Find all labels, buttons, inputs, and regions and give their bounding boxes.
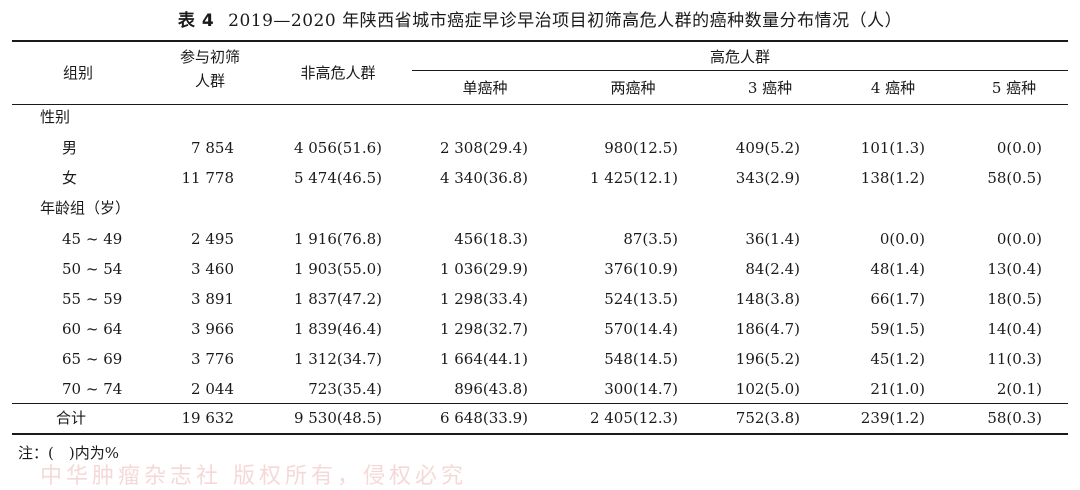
- total-top-rule: [12, 403, 1068, 404]
- table-cell: 1 425(12.1): [589, 169, 678, 187]
- bottom-rule: [12, 433, 1068, 435]
- table-cell: 102(5.0): [735, 380, 800, 398]
- table-cell: 456(18.3): [454, 230, 528, 248]
- section-age: 年龄组（岁）: [40, 199, 131, 217]
- table-cell: 4 340(36.8): [439, 169, 528, 187]
- header-four-cancers: 4 癌种: [870, 79, 916, 97]
- table-cell: 48(1.4): [870, 260, 925, 278]
- header-two-cancers: 两癌种: [610, 79, 656, 97]
- table-number: 表 4: [177, 11, 215, 31]
- table-cell: 45(1.2): [870, 350, 925, 368]
- table-cell: 239(1.2): [860, 409, 925, 427]
- table-cell: 1 298(32.7): [439, 320, 528, 338]
- row-label: 45 ~ 49: [62, 230, 123, 248]
- header-participants-line2: 人群: [194, 72, 226, 90]
- table-cell: 1 839(46.4): [293, 320, 382, 338]
- row-label: 70 ~ 74: [62, 380, 123, 398]
- table-cell: 1 312(34.7): [293, 350, 382, 368]
- header-high-risk: 高危人群: [709, 48, 771, 66]
- table-cell: 1 298(33.4): [439, 290, 528, 308]
- row-label: 55 ~ 59: [62, 290, 123, 308]
- table-cell: 21(1.0): [870, 380, 925, 398]
- table-cell: 5 474(46.5): [293, 169, 382, 187]
- table-cell: 548(14.5): [604, 350, 678, 368]
- table-cell: 752(3.8): [735, 409, 800, 427]
- row-label: 合计: [56, 409, 87, 427]
- table-cell: 196(5.2): [735, 350, 800, 368]
- table-cell: 18(0.5): [987, 290, 1042, 308]
- row-label: 60 ~ 64: [62, 320, 123, 338]
- table-cell: 2 044: [191, 380, 234, 398]
- table-cell: 101(1.3): [860, 139, 925, 157]
- table-cell: 36(1.4): [745, 230, 800, 248]
- header-three-cancers: 3 癌种: [747, 79, 793, 97]
- header-group: 组别: [62, 64, 94, 82]
- header-five-cancers: 5 癌种: [991, 79, 1037, 97]
- table-cell: 3 891: [191, 290, 234, 308]
- table-title: 表 4 2019—2020 年陕西省城市癌症早诊早治项目初筛高危人群的癌种数量分布…: [0, 6, 1080, 31]
- table-note: 注：( )内为%: [18, 444, 119, 462]
- row-label: 女: [62, 169, 78, 187]
- table-cell: 9 530(48.5): [293, 409, 382, 427]
- row-label: 65 ~ 69: [62, 350, 123, 368]
- table-cell: 6 648(33.9): [439, 409, 528, 427]
- table-cell: 2 495: [191, 230, 234, 248]
- table-cell: 7 854: [191, 139, 234, 157]
- table-cell: 58(0.3): [987, 409, 1042, 427]
- table-cell: 343(2.9): [735, 169, 800, 187]
- high-risk-span-rule: [412, 70, 1068, 71]
- table-cell: 2(0.1): [996, 380, 1042, 398]
- table-cell: 4 056(51.6): [293, 139, 382, 157]
- table-cell: 11(0.3): [987, 350, 1042, 368]
- table-cell: 3 460: [191, 260, 234, 278]
- row-label: 男: [62, 139, 78, 157]
- table-caption: 2019—2020 年陕西省城市癌症早诊早治项目初筛高危人群的癌种数量分布情况（…: [228, 11, 903, 31]
- table-cell: 1 837(47.2): [293, 290, 382, 308]
- table-cell: 376(10.9): [604, 260, 678, 278]
- table-cell: 524(13.5): [604, 290, 678, 308]
- row-label: 50 ~ 54: [62, 260, 123, 278]
- table-cell: 723(35.4): [308, 380, 382, 398]
- section-sex: 性别: [40, 108, 71, 126]
- table-cell: 1 903(55.0): [293, 260, 382, 278]
- table-cell: 0(0.0): [879, 230, 925, 248]
- header-non-high-risk: 非高危人群: [300, 64, 376, 82]
- table-cell: 186(4.7): [735, 320, 800, 338]
- table-cell: 13(0.4): [987, 260, 1042, 278]
- table-cell: 3 776: [191, 350, 234, 368]
- table-cell: 980(12.5): [604, 139, 678, 157]
- table-cell: 19 632: [181, 409, 235, 427]
- header-participants-line1: 参与初筛: [179, 48, 241, 66]
- table-cell: 1 036(29.9): [439, 260, 528, 278]
- table-cell: 58(0.5): [987, 169, 1042, 187]
- table-cell: 84(2.4): [745, 260, 800, 278]
- header-bottom-rule: [12, 104, 1068, 105]
- table-cell: 66(1.7): [870, 290, 925, 308]
- table-cell: 14(0.4): [987, 320, 1042, 338]
- table-cell: 0(0.0): [996, 139, 1042, 157]
- table-cell: 1 664(44.1): [439, 350, 528, 368]
- table-cell: 59(1.5): [870, 320, 925, 338]
- table-cell: 87(3.5): [623, 230, 678, 248]
- table-cell: 409(5.2): [735, 139, 800, 157]
- table-cell: 570(14.4): [604, 320, 678, 338]
- table-cell: 138(1.2): [860, 169, 925, 187]
- table-cell: 896(43.8): [454, 380, 528, 398]
- top-rule: [12, 40, 1068, 42]
- table-cell: 300(14.7): [604, 380, 678, 398]
- table-cell: 0(0.0): [996, 230, 1042, 248]
- table-cell: 3 966: [191, 320, 234, 338]
- header-single-cancer: 单癌种: [462, 79, 508, 97]
- table-cell: 1 916(76.8): [293, 230, 382, 248]
- table-cell: 11 778: [181, 169, 235, 187]
- table-cell: 2 308(29.4): [439, 139, 528, 157]
- publisher-watermark: 中华肿瘤杂志社 版权所有，侵权必究: [40, 464, 467, 489]
- table-cell: 148(3.8): [735, 290, 800, 308]
- table-cell: 2 405(12.3): [589, 409, 678, 427]
